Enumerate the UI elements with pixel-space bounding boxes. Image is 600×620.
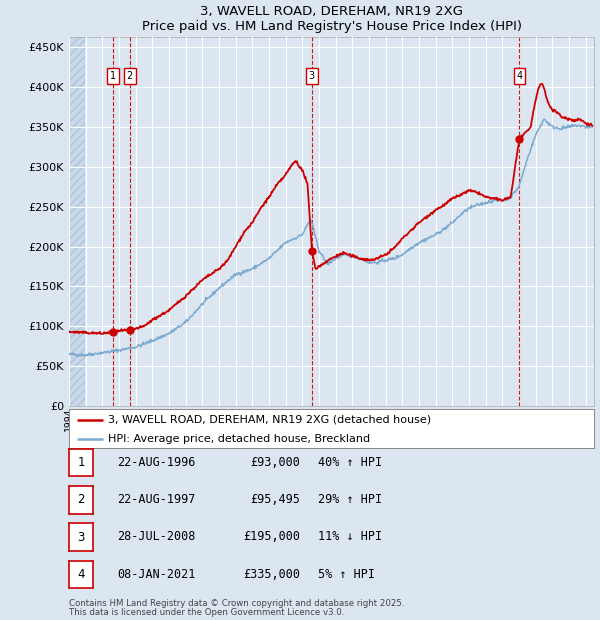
Text: This data is licensed under the Open Government Licence v3.0.: This data is licensed under the Open Gov… [69, 608, 344, 617]
Text: 29% ↑ HPI: 29% ↑ HPI [318, 494, 382, 507]
Text: Contains HM Land Registry data © Crown copyright and database right 2025.: Contains HM Land Registry data © Crown c… [69, 600, 404, 608]
Text: 3: 3 [309, 71, 315, 81]
Text: £93,000: £93,000 [250, 456, 300, 469]
Text: 4: 4 [516, 71, 523, 81]
Text: £335,000: £335,000 [243, 568, 300, 581]
Text: 3: 3 [77, 531, 85, 544]
Text: 5% ↑ HPI: 5% ↑ HPI [318, 568, 375, 581]
Text: 08-JAN-2021: 08-JAN-2021 [117, 568, 196, 581]
Text: 28-JUL-2008: 28-JUL-2008 [117, 531, 196, 544]
Text: £195,000: £195,000 [243, 531, 300, 544]
Text: 1: 1 [110, 71, 116, 81]
Text: 22-AUG-1997: 22-AUG-1997 [117, 494, 196, 507]
Text: 3, WAVELL ROAD, DEREHAM, NR19 2XG (detached house): 3, WAVELL ROAD, DEREHAM, NR19 2XG (detac… [109, 415, 431, 425]
Text: 11% ↓ HPI: 11% ↓ HPI [318, 531, 382, 544]
Title: 3, WAVELL ROAD, DEREHAM, NR19 2XG
Price paid vs. HM Land Registry's House Price : 3, WAVELL ROAD, DEREHAM, NR19 2XG Price … [142, 5, 521, 33]
Text: HPI: Average price, detached house, Breckland: HPI: Average price, detached house, Brec… [109, 434, 371, 444]
Text: 4: 4 [77, 568, 85, 581]
Text: 40% ↑ HPI: 40% ↑ HPI [318, 456, 382, 469]
Bar [69, 37, 85, 406]
Text: £95,495: £95,495 [250, 494, 300, 507]
Text: 22-AUG-1996: 22-AUG-1996 [117, 456, 196, 469]
Text: 2: 2 [77, 494, 85, 507]
Text: 2: 2 [127, 71, 133, 81]
Text: 1: 1 [77, 456, 85, 469]
